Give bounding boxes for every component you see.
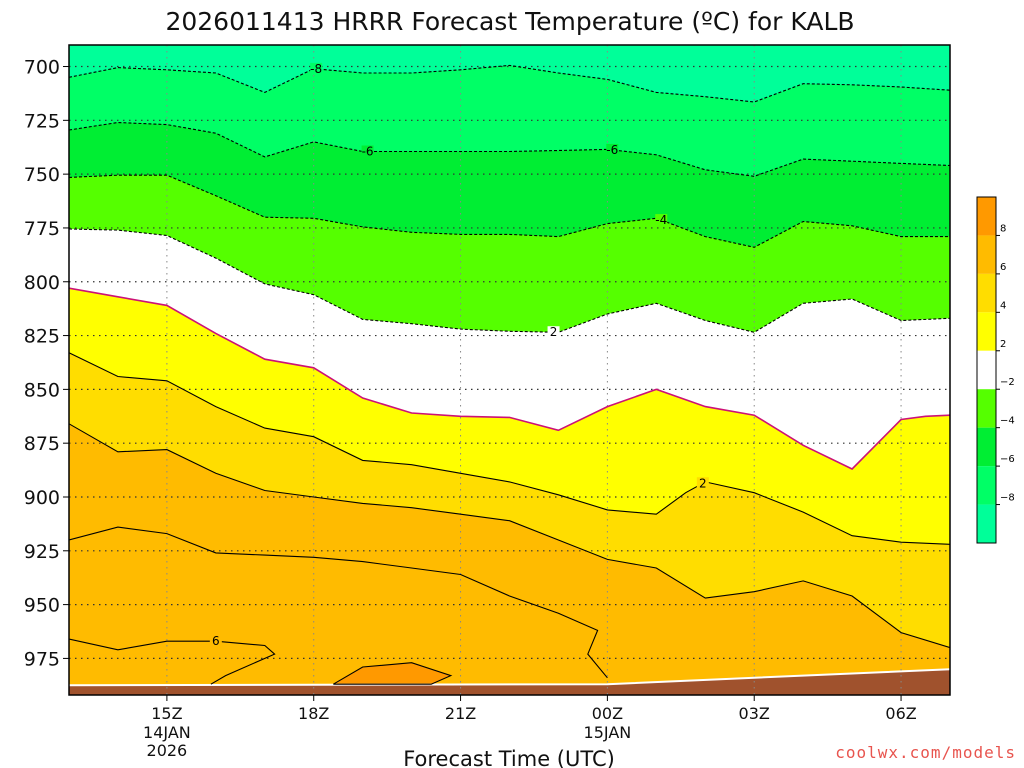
colorbar-label-3: 2 [1000,339,1006,350]
colorbar: 8 6 4 2 −2 −4 −6 −8 [976,196,1015,544]
xtick-15Z: 15Z [151,704,182,723]
contour-label-2-4: 2 [550,325,558,339]
ytick-725: 725 [24,110,60,132]
ytick-875: 875 [24,433,60,455]
xtick-06Z: 06Z [885,704,916,723]
contour-6-8 [69,638,276,685]
colorbar-label-6: −6 [1000,454,1015,465]
xtick-18Z: 18Z [298,704,329,723]
colorbar-swatch-5 [977,389,996,428]
contour--6-1 [69,121,950,177]
xtick-03Z: 03Z [739,704,770,723]
colorbar-frame [976,196,997,544]
contour-2-5 [69,352,950,545]
contour-0-4 [69,287,950,470]
contour-label-2-5: 2 [699,476,707,490]
contour-label-bg-2 [606,143,619,156]
ytick-800: 800 [24,272,60,294]
plot-frame [68,44,951,696]
terrain-edge [69,668,950,687]
contour-label--6-2: -6 [606,143,618,157]
contour-labels: -8 -6 -6 -4 2 2 6 [209,62,709,648]
contour-label-bg-0 [310,62,323,75]
y-axis: 700 725 750 775 800 825 850 875 900 925 950 975 [24,57,69,670]
colorbar-swatch-8 [977,504,996,543]
colorbar-label-0: 8 [1000,223,1006,234]
contour-label--6-1: -6 [362,145,374,159]
colorbar-label-4: −2 [1000,377,1015,388]
terrain [69,669,950,695]
contour-label-6-6: 6 [212,634,220,648]
xtick-year-2026: 2026 [147,741,188,760]
colorbar-swatch-6 [977,427,996,467]
colorbar-label-5: −4 [1000,416,1015,427]
contour--2-3 [69,228,950,333]
ytick-825: 825 [24,326,60,348]
contour-label-bg-1 [361,145,374,158]
colorbar-swatch-3 [977,312,996,351]
xtick-00Z: 00Z [592,704,623,723]
contour--4-2 [69,174,950,248]
xtick-date-14JAN: 14JAN [143,723,191,742]
plot-area [69,45,950,695]
band-6..8 [69,527,611,695]
colorbar-swatch-2 [977,273,996,313]
chart-title: 2026011413 HRRR Forecast Temperature (ºC… [165,7,854,36]
contour-label-bg-6 [209,635,222,648]
ytick-750: 750 [24,164,60,186]
contour--8-0 [69,64,950,103]
ytick-700: 700 [24,57,60,79]
contour-6-7 [69,526,608,679]
grid [69,45,950,695]
ytick-775: 775 [24,218,60,240]
xtick-date-15JAN: 15JAN [584,723,632,742]
colorbar-label-7: −8 [1000,493,1015,504]
band-gt8 [333,662,451,685]
contour-label--4-3: -4 [655,213,667,227]
contour-label-bg-4 [547,326,560,339]
ytick-925: 925 [24,541,60,563]
ytick-975: 975 [24,648,60,670]
ytick-900: 900 [24,487,60,509]
contour-8-9 [333,662,453,685]
ytick-850: 850 [24,379,60,401]
colorbar-swatch-0 [977,197,996,236]
contour-label-bg-3 [655,214,668,227]
contour-4-6 [69,423,950,649]
contour-label-bg-5 [696,477,709,490]
xtick-21Z: 21Z [445,704,476,723]
contour-label--8-0: -8 [310,62,322,76]
ytick-950: 950 [24,595,60,617]
colorbar-label-1: 6 [1000,262,1006,273]
colorbar-swatch-4 [977,350,996,390]
contour-lines [69,64,950,685]
colorbar-label-2: 4 [1000,300,1006,311]
colorbar-swatch-1 [977,235,996,274]
x-axis-label: Forecast Time (UTC) [403,747,615,768]
colorbar-swatch-7 [977,466,996,505]
credit-text[interactable]: coolwx.com/models [835,743,1016,762]
